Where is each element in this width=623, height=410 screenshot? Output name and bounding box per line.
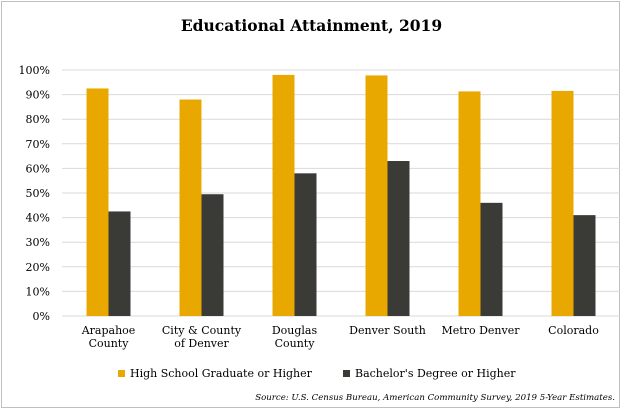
y-tick-label: 90% <box>26 89 50 102</box>
bar <box>201 194 224 316</box>
y-tick-label: 80% <box>26 113 50 126</box>
x-tick-label: Metro Denver <box>442 324 521 337</box>
y-tick-label: 20% <box>26 261 50 274</box>
x-tick-label: Denver South <box>349 324 426 337</box>
source-note: Source: U.S. Census Bureau, American Com… <box>255 393 615 403</box>
x-tick-label: Douglas County <box>272 324 318 350</box>
x-tick-label: Colorado <box>548 324 599 337</box>
chart-title: Educational Attainment, 2019 <box>180 16 443 35</box>
y-tick-label: 0% <box>33 310 50 323</box>
y-tick-label: 30% <box>26 236 50 249</box>
legend-swatch <box>118 370 125 377</box>
bar <box>458 91 481 316</box>
bar <box>294 173 317 316</box>
bar <box>108 211 131 316</box>
y-tick-label: 100% <box>19 64 50 77</box>
x-tick-label: City & County of Denver <box>162 324 242 350</box>
x-tick-label: Arapahoe County <box>81 324 136 350</box>
legend-label: High School Graduate or Higher <box>130 367 313 380</box>
y-tick-label: 60% <box>26 162 50 175</box>
bar <box>272 74 295 316</box>
bar <box>179 99 202 317</box>
bar <box>86 88 109 316</box>
legend: High School Graduate or Higher Bachelor's… <box>118 367 516 380</box>
bar <box>365 75 388 316</box>
bars <box>86 74 596 317</box>
bar <box>551 90 574 316</box>
bar <box>573 215 596 316</box>
legend-label: Bachelor's Degree or Higher <box>355 367 516 380</box>
legend-swatch <box>343 370 350 377</box>
y-tick-label: 40% <box>26 212 50 225</box>
gridlines <box>62 69 620 317</box>
y-axis-ticks: 0% 10% 20% 30% 40% 50% 60% 70% 80% 90% 100% <box>19 64 50 323</box>
bar <box>387 161 410 316</box>
y-tick-label: 50% <box>26 187 50 200</box>
y-tick-label: 70% <box>26 138 50 151</box>
y-tick-label: 10% <box>26 285 50 298</box>
x-axis-labels: Arapahoe County City & County of Denver Doug… <box>81 324 599 350</box>
bar <box>480 202 503 316</box>
